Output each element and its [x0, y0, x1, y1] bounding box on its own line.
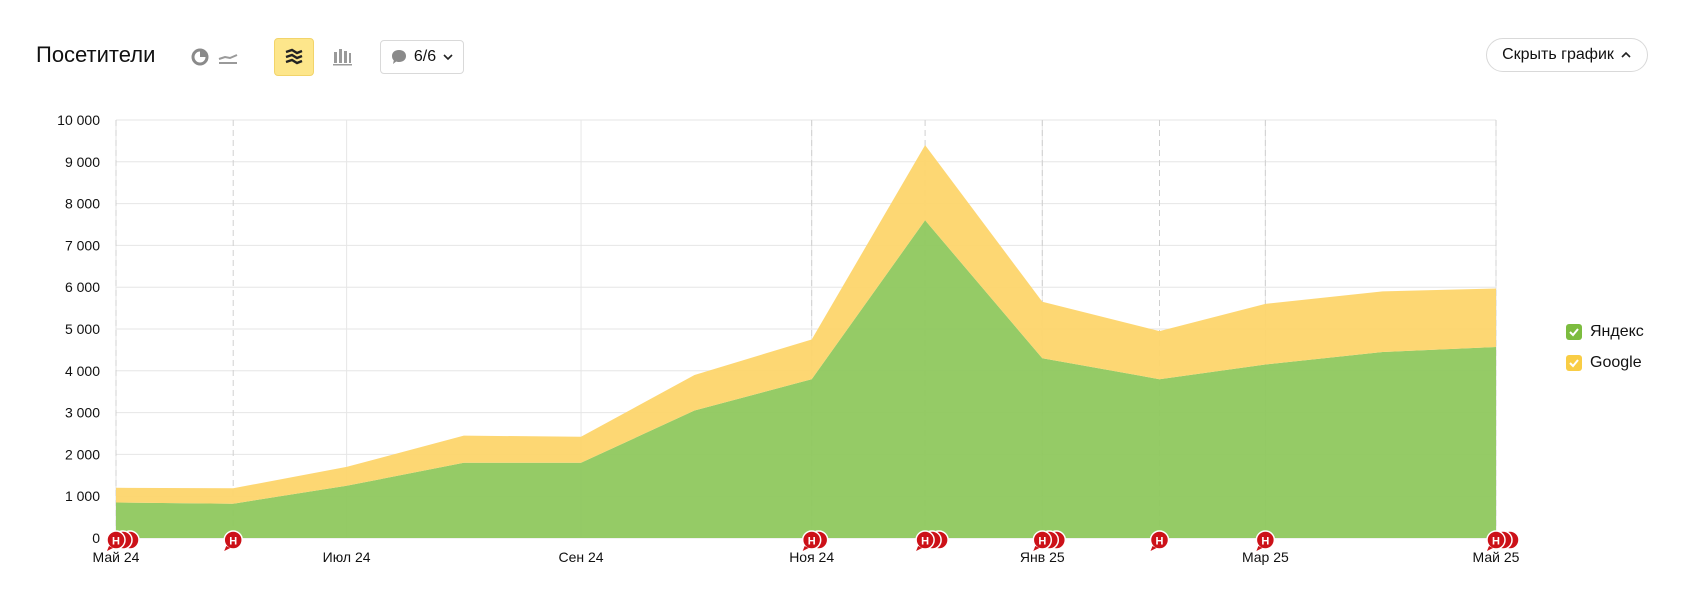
y-tick-label: 9 000 — [65, 154, 100, 170]
notes-filter-dropdown[interactable]: 6/6 — [380, 40, 464, 74]
note-marker-circle — [106, 530, 126, 550]
line-view-button[interactable] — [208, 38, 248, 76]
note-marker-circle — [915, 530, 935, 550]
x-tick-label: Сен 24 — [558, 549, 603, 565]
note-marker-circle — [1046, 530, 1067, 550]
x-tick-label: Май 25 — [1473, 549, 1520, 565]
x-tick-label: Ноя 24 — [789, 549, 834, 565]
y-tick-label: 8 000 — [65, 196, 100, 212]
stacked-bar-icon — [333, 49, 352, 66]
note-marker: Н — [1032, 530, 1067, 551]
note-marker-tail — [107, 546, 113, 551]
note-marker-circle — [929, 530, 949, 550]
note-marker-circle — [113, 530, 133, 550]
legend-label-google: Google — [1590, 353, 1642, 371]
note-marker-circle — [223, 530, 243, 550]
chart-toolbar: Посетители 6/6 — [0, 0, 1690, 110]
note-marker-label: Н — [921, 536, 929, 548]
note-marker-circle — [1486, 530, 1506, 550]
note-marker-circle — [1500, 530, 1520, 550]
checkbox-checked-icon — [1566, 323, 1582, 340]
note-marker: Н — [223, 530, 243, 551]
note-marker-label: Н — [1492, 536, 1500, 548]
note-marker-tail — [1487, 546, 1493, 551]
note-marker: Н — [1486, 530, 1520, 551]
note-marker-circle — [1032, 530, 1053, 550]
note-marker-tail — [802, 546, 809, 551]
line-chart-icon — [218, 54, 238, 64]
y-tick-label: 5 000 — [65, 321, 100, 337]
note-marker: Н — [106, 530, 140, 551]
stacked-area-icon — [285, 48, 303, 65]
note-marker-circle — [1493, 530, 1513, 550]
checkbox-checked-icon — [1566, 354, 1582, 371]
note-marker-circle — [1039, 530, 1060, 550]
legend-item-google[interactable]: Google — [1566, 347, 1644, 378]
note-marker-label: Н — [229, 536, 237, 548]
notes-filter-value: 6/6 — [413, 48, 437, 65]
note-marker: Н — [915, 530, 949, 551]
hide-chart-label: Скрыть график — [1502, 46, 1614, 63]
hide-chart-button[interactable]: Скрыть график — [1486, 38, 1648, 72]
y-tick-label: 7 000 — [65, 237, 100, 253]
note-marker-circle — [1255, 530, 1276, 550]
y-tick-label: 2 000 — [65, 446, 100, 462]
note-marker: Н — [801, 530, 829, 551]
legend-label-yandex: Яндекс — [1590, 322, 1644, 340]
legend-item-yandex[interactable]: Яндекс — [1566, 316, 1644, 347]
x-tick-label: Май 24 — [93, 549, 140, 565]
comment-icon — [391, 50, 406, 64]
y-tick-label: 10 000 — [57, 112, 100, 128]
note-marker-label: Н — [112, 536, 120, 548]
y-tick-label: 1 000 — [65, 488, 100, 504]
x-tick-label: Янв 25 — [1020, 549, 1065, 565]
chart-legend: Яндекс Google — [1566, 316, 1644, 378]
note-marker-circle — [801, 530, 822, 550]
note-marker-tail — [1150, 546, 1157, 551]
note-marker-label: Н — [808, 536, 816, 548]
note-marker-circle — [120, 530, 140, 550]
stacked-bar-view-button[interactable] — [322, 38, 362, 76]
x-tick-label: Мар 25 — [1242, 549, 1289, 565]
chart-title: Посетители — [36, 42, 156, 67]
note-marker: Н — [1255, 530, 1276, 551]
note-marker-label: Н — [1156, 536, 1164, 548]
note-marker-label: Н — [1261, 536, 1269, 548]
area-series-google — [116, 145, 1496, 504]
note-marker-circle — [1149, 530, 1170, 550]
note-marker-circle — [922, 530, 942, 550]
note-marker-tail — [1256, 546, 1263, 551]
note-marker: Н — [1149, 530, 1170, 551]
area-series-yandex — [116, 220, 1496, 539]
note-marker-tail — [916, 546, 923, 551]
y-tick-label: 6 000 — [65, 279, 100, 295]
note-marker-circle — [808, 530, 829, 550]
note-marker-label: Н — [1038, 536, 1046, 548]
note-marker-tail — [1033, 546, 1040, 551]
x-tick-label: Июл 24 — [323, 549, 371, 565]
y-tick-label: 4 000 — [65, 363, 100, 379]
pie-view-button[interactable] — [180, 38, 220, 76]
chevron-down-icon — [443, 54, 453, 61]
stacked-area-view-button[interactable] — [274, 38, 314, 76]
y-tick-label: 0 — [92, 530, 100, 546]
pie-chart-icon — [191, 48, 209, 66]
y-tick-label: 3 000 — [65, 405, 100, 421]
chevron-up-icon — [1621, 51, 1631, 58]
note-marker-tail — [224, 546, 231, 551]
